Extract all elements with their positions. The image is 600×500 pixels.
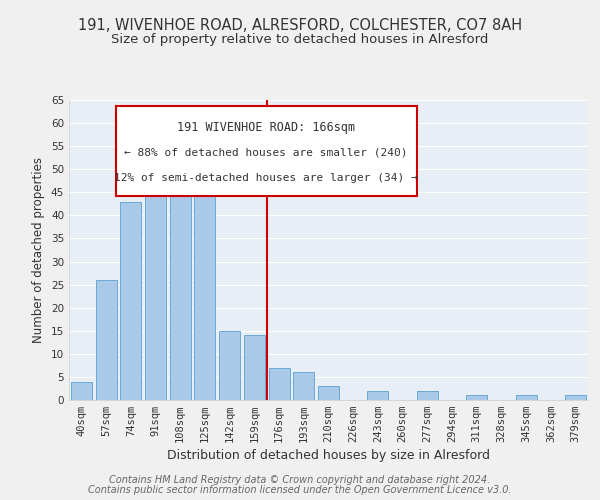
Text: ← 88% of detached houses are smaller (240): ← 88% of detached houses are smaller (24… bbox=[124, 148, 408, 158]
Text: 12% of semi-detached houses are larger (34) →: 12% of semi-detached houses are larger (… bbox=[115, 173, 418, 183]
Bar bbox=[318, 386, 339, 400]
Bar bbox=[244, 336, 265, 400]
Bar bbox=[145, 183, 166, 400]
Text: Size of property relative to detached houses in Alresford: Size of property relative to detached ho… bbox=[112, 32, 488, 46]
Bar bbox=[95, 280, 116, 400]
FancyBboxPatch shape bbox=[116, 106, 417, 196]
Bar bbox=[466, 396, 487, 400]
Bar bbox=[516, 396, 537, 400]
Bar bbox=[219, 331, 240, 400]
Bar bbox=[293, 372, 314, 400]
Bar bbox=[417, 391, 438, 400]
Bar bbox=[367, 391, 388, 400]
Text: 191 WIVENHOE ROAD: 166sqm: 191 WIVENHOE ROAD: 166sqm bbox=[177, 121, 355, 134]
Y-axis label: Number of detached properties: Number of detached properties bbox=[32, 157, 46, 343]
Text: Contains public sector information licensed under the Open Government Licence v3: Contains public sector information licen… bbox=[88, 485, 512, 495]
Bar bbox=[194, 178, 215, 400]
Text: Contains HM Land Registry data © Crown copyright and database right 2024.: Contains HM Land Registry data © Crown c… bbox=[109, 475, 491, 485]
Bar bbox=[269, 368, 290, 400]
X-axis label: Distribution of detached houses by size in Alresford: Distribution of detached houses by size … bbox=[167, 450, 490, 462]
Bar bbox=[71, 382, 92, 400]
Text: 191, WIVENHOE ROAD, ALRESFORD, COLCHESTER, CO7 8AH: 191, WIVENHOE ROAD, ALRESFORD, COLCHESTE… bbox=[78, 18, 522, 32]
Bar bbox=[120, 202, 141, 400]
Bar bbox=[565, 396, 586, 400]
Bar bbox=[170, 156, 191, 400]
